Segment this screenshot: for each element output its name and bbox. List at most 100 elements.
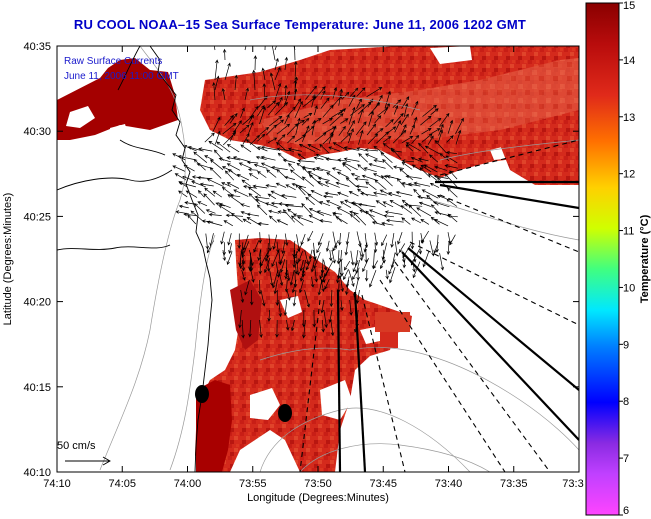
current-vector — [343, 146, 359, 151]
current-vector — [353, 212, 367, 226]
x-tick-label: 73:40 — [435, 478, 463, 490]
current-vector — [392, 99, 402, 109]
current-vector — [402, 257, 407, 269]
radar-track-lines-dashed — [299, 139, 579, 472]
current-vector — [311, 167, 324, 172]
current-vector — [358, 129, 364, 145]
current-vector — [379, 259, 385, 270]
current-vector — [303, 112, 313, 119]
current-vector — [244, 46, 247, 51]
current-vector — [393, 105, 399, 115]
current-vector — [178, 204, 189, 209]
current-vector — [345, 177, 357, 188]
current-vector — [436, 194, 447, 200]
current-vector — [343, 157, 360, 162]
current-vector — [394, 241, 399, 257]
current-vector — [295, 184, 306, 196]
current-vector — [312, 249, 317, 261]
current-vector — [238, 249, 242, 267]
current-vector — [216, 141, 231, 153]
current-vector — [267, 309, 271, 322]
current-vector — [356, 147, 366, 152]
current-vector — [268, 209, 279, 214]
current-vector — [373, 158, 384, 163]
current-vector — [418, 201, 432, 207]
current-vector — [350, 250, 355, 266]
current-vector — [197, 201, 208, 207]
current-vector — [434, 140, 447, 154]
current-vector — [319, 143, 330, 154]
current-vector — [429, 117, 442, 128]
current-vector — [241, 241, 250, 258]
current-vector — [418, 142, 429, 154]
current-vector — [413, 116, 418, 127]
current-vector — [421, 133, 433, 143]
current-vector — [242, 234, 249, 251]
current-vector — [401, 135, 414, 144]
current-vector — [264, 257, 271, 274]
current-vector — [340, 132, 351, 143]
colorbar-tick-label: 13 — [623, 112, 635, 124]
current-vector — [257, 249, 261, 261]
current-vector — [416, 207, 432, 217]
current-vector — [297, 159, 315, 163]
current-vector — [331, 167, 342, 172]
current-vector — [420, 115, 432, 126]
x-tick-label: 74:00 — [174, 478, 202, 490]
current-vector — [447, 213, 458, 223]
current-vector — [232, 156, 250, 162]
current-vector — [328, 146, 341, 152]
current-vector — [338, 125, 346, 136]
current-vector — [322, 194, 333, 199]
current-vector — [401, 217, 411, 225]
current-vector — [324, 191, 339, 196]
current-vector — [307, 144, 321, 151]
current-vector — [316, 181, 330, 188]
current-vector — [274, 82, 282, 101]
current-vector — [319, 219, 332, 223]
current-vector — [326, 200, 342, 208]
current-vector — [335, 181, 350, 187]
current-vector — [284, 56, 289, 71]
current-vector — [222, 48, 227, 61]
current-vector — [301, 176, 315, 187]
current-vector — [268, 215, 277, 223]
current-vector — [284, 259, 289, 277]
current-vector — [220, 231, 225, 245]
current-vector — [248, 173, 259, 180]
current-vector — [299, 269, 304, 282]
current-vector — [340, 259, 344, 277]
colorbar-tick-label: 11 — [623, 226, 634, 238]
current-vector — [301, 203, 313, 216]
current-vector — [249, 289, 254, 306]
current-vector — [382, 201, 394, 208]
current-vector — [336, 269, 340, 284]
current-vector — [332, 240, 339, 252]
current-vector — [240, 203, 250, 208]
y-tick-label: 40:25 — [23, 211, 51, 223]
current-vector — [193, 151, 208, 163]
current-vector — [213, 149, 224, 161]
current-vector — [382, 136, 392, 143]
current-vector — [244, 279, 250, 296]
current-vector — [359, 209, 375, 218]
current-vector — [394, 120, 401, 133]
current-vector — [340, 299, 344, 311]
current-vector — [320, 269, 326, 284]
current-vector — [314, 86, 326, 100]
current-vector — [296, 259, 300, 276]
current-vector — [224, 170, 235, 181]
current-vector — [238, 309, 242, 329]
current-vector — [341, 91, 350, 100]
current-vector — [374, 179, 387, 190]
current-vector — [389, 266, 396, 284]
current-vector — [345, 232, 350, 245]
current-vector — [359, 241, 365, 258]
radar-site-marker — [195, 385, 209, 403]
current-vector — [304, 249, 310, 266]
current-vector — [272, 234, 278, 250]
current-vector — [342, 162, 358, 171]
current-vector — [444, 173, 458, 188]
current-vector — [344, 199, 358, 207]
